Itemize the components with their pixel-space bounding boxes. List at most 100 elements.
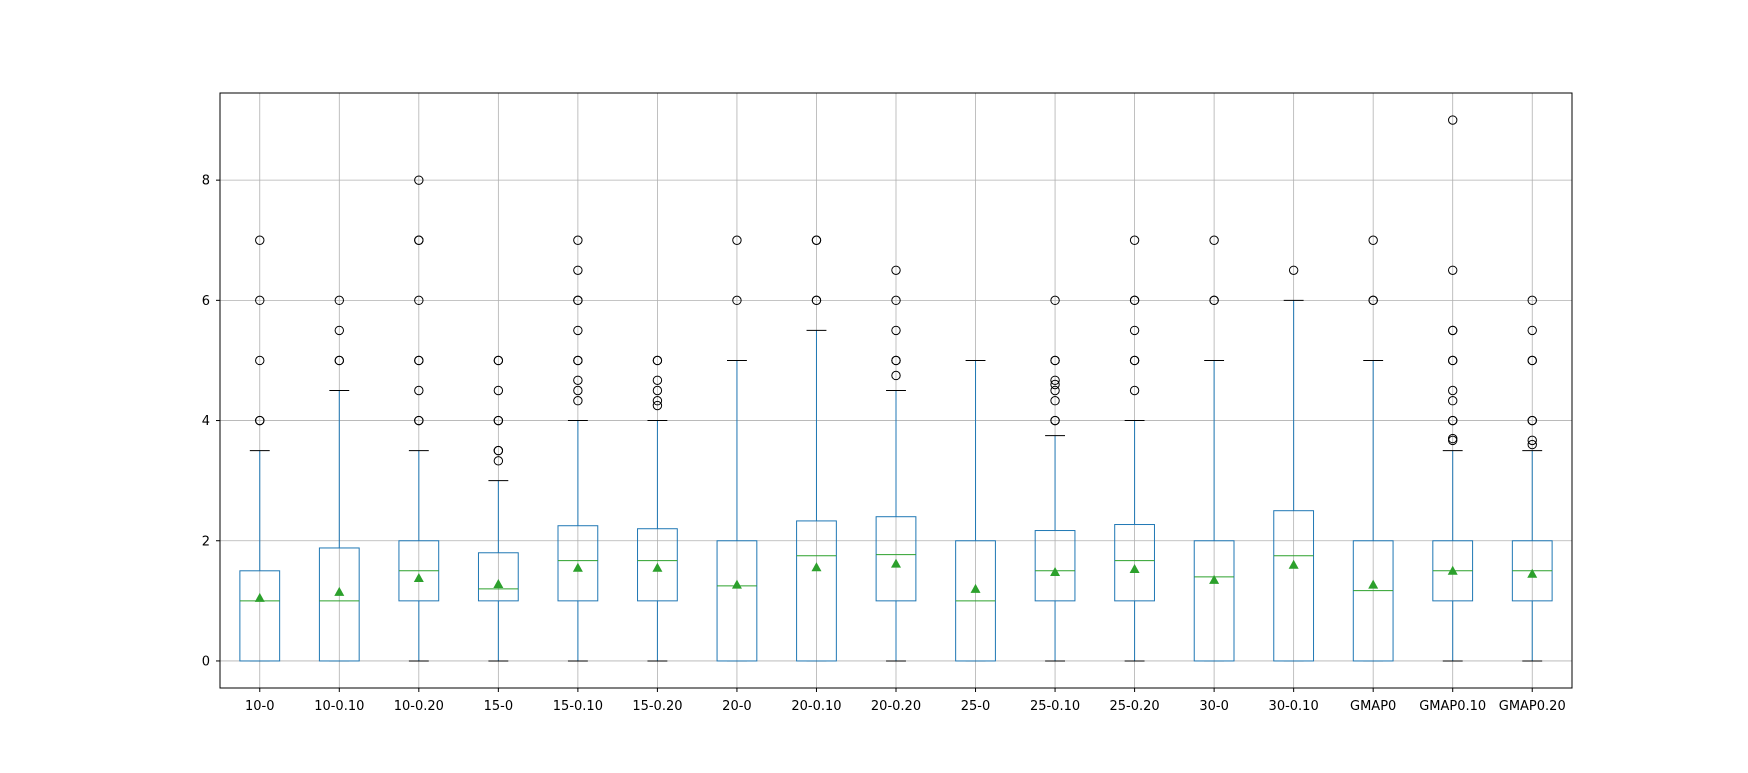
mean-marker xyxy=(731,579,742,589)
flier-point xyxy=(1129,355,1140,366)
flier-point xyxy=(414,175,424,185)
flier-point xyxy=(891,370,901,381)
flier-point xyxy=(732,295,742,306)
flier-point xyxy=(811,235,822,245)
flier-point xyxy=(255,235,265,245)
flier-point xyxy=(414,235,424,245)
x-tick-label: 30-0.10 xyxy=(1269,699,1319,714)
x-tick-label: 20-0.20 xyxy=(871,699,921,714)
flier-point xyxy=(1527,415,1537,426)
flier-point xyxy=(573,375,583,385)
x-tick-label: GMAP0.20 xyxy=(1499,699,1566,714)
mean-marker xyxy=(572,562,583,572)
mean-marker xyxy=(652,562,663,572)
flier-point xyxy=(1050,295,1060,306)
box-iqr xyxy=(1273,510,1315,662)
flier-point xyxy=(652,385,663,396)
y-tick-label: 8 xyxy=(202,174,210,189)
x-tick-label: 15-0 xyxy=(484,699,514,714)
box-iqr xyxy=(239,570,281,662)
x-tick-label: 30-0 xyxy=(1199,699,1229,714)
mean-marker xyxy=(1288,559,1299,569)
mean-marker xyxy=(413,573,424,583)
flier-point xyxy=(493,415,504,426)
box-iqr xyxy=(557,525,599,602)
x-tick-label: 25-0.20 xyxy=(1109,699,1159,714)
flier-point xyxy=(1448,433,1458,444)
flier-point xyxy=(1050,415,1060,426)
flier-point xyxy=(1050,355,1060,366)
flier-point xyxy=(1527,325,1537,336)
x-tick-label: GMAP0 xyxy=(1350,699,1396,714)
flier-point xyxy=(1288,265,1299,275)
flier-point xyxy=(334,295,344,306)
flier-point xyxy=(732,235,742,245)
flier-point xyxy=(573,265,583,275)
flier-point xyxy=(1050,396,1060,406)
x-tick-label: 25-0.10 xyxy=(1030,699,1080,714)
flier-point xyxy=(414,295,424,306)
flier-point xyxy=(255,355,265,366)
flier-point xyxy=(1368,235,1378,245)
box-iqr xyxy=(1352,540,1394,662)
mean-marker xyxy=(970,583,981,593)
mean-marker xyxy=(1129,564,1140,573)
box-iqr xyxy=(477,552,519,602)
flier-point xyxy=(573,295,583,306)
flier-point xyxy=(891,325,901,336)
mean-marker xyxy=(334,586,345,596)
flier-point xyxy=(1448,115,1458,125)
flier-point xyxy=(1050,379,1060,390)
mean-marker xyxy=(493,579,504,589)
x-tick-label: 20-0 xyxy=(722,699,752,714)
y-tick-label: 4 xyxy=(202,414,210,429)
flier-point xyxy=(1448,415,1458,426)
flier-point xyxy=(652,400,663,411)
x-tick-label: 15-0.20 xyxy=(632,699,682,714)
flier-point xyxy=(652,355,663,366)
flier-point xyxy=(1209,295,1219,306)
flier-point xyxy=(891,295,901,306)
flier-point xyxy=(652,396,663,406)
flier-point xyxy=(1129,325,1140,336)
flier-point xyxy=(573,385,583,396)
flier-point xyxy=(255,415,265,426)
flier-point xyxy=(1448,325,1458,336)
box-iqr xyxy=(637,528,678,602)
flier-point xyxy=(1448,385,1458,396)
x-tick-label: GMAP0.10 xyxy=(1419,699,1486,714)
flier-point xyxy=(1527,439,1537,450)
mean-marker xyxy=(1209,574,1220,584)
flier-point xyxy=(414,415,424,426)
box-iqr xyxy=(716,540,758,662)
flier-point xyxy=(1129,235,1140,245)
flier-point xyxy=(573,325,583,336)
flier-point xyxy=(1368,295,1378,306)
flier-point xyxy=(1527,295,1537,306)
flier-point xyxy=(493,385,504,396)
flier-point xyxy=(573,235,583,245)
mean-marker xyxy=(1050,567,1061,577)
flier-point xyxy=(493,456,504,466)
mean-marker xyxy=(811,562,822,572)
flier-point xyxy=(652,375,663,385)
mean-marker xyxy=(891,558,901,568)
flier-point xyxy=(891,265,901,275)
flier-point xyxy=(1448,265,1458,275)
flier-point xyxy=(1129,295,1140,306)
flier-point xyxy=(1527,355,1537,366)
mean-marker xyxy=(1527,568,1538,578)
box-iqr xyxy=(875,516,917,602)
mean-marker xyxy=(254,592,265,602)
flier-point xyxy=(493,445,504,456)
y-tick-label: 6 xyxy=(202,294,210,309)
flier-point xyxy=(1448,355,1458,366)
x-tick-label: 10-0 xyxy=(245,699,275,714)
flier-point xyxy=(573,355,583,366)
flier-point xyxy=(334,355,344,366)
flier-point xyxy=(573,396,583,406)
x-tick-label: 10-0.20 xyxy=(394,699,444,714)
flier-point xyxy=(1050,375,1060,385)
